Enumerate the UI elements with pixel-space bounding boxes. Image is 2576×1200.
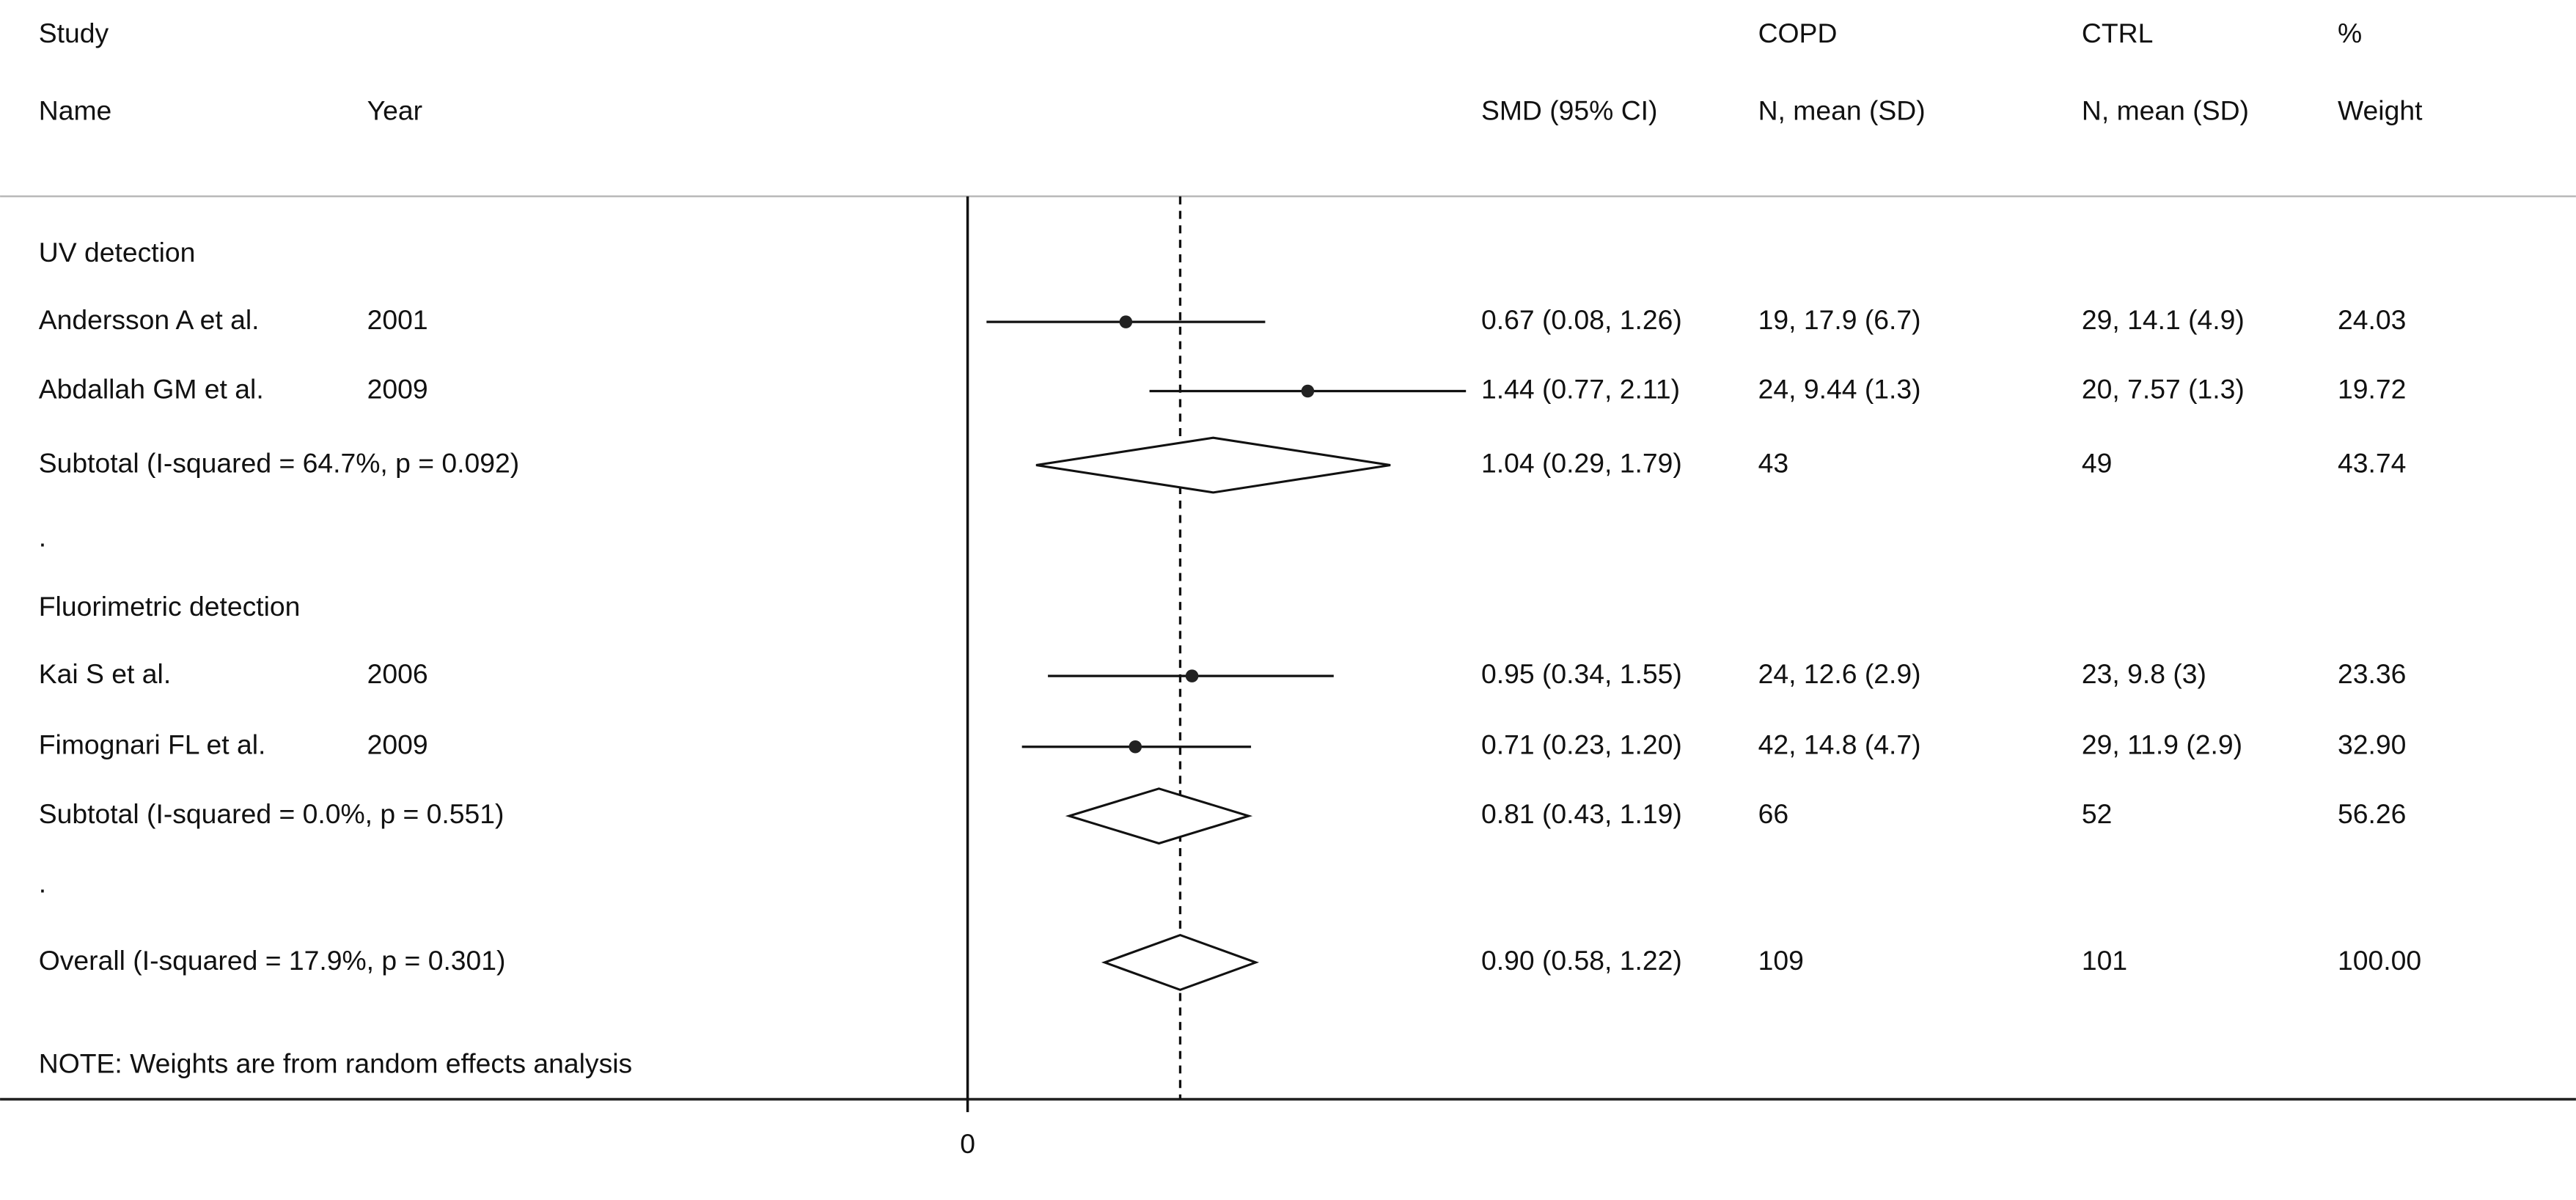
weight-cell: 32.90	[2338, 729, 2406, 760]
header: Name	[39, 95, 112, 126]
point-estimate	[1185, 669, 1199, 682]
header: Study	[39, 18, 109, 48]
ci-label: 0.81 (0.43, 1.19)	[1481, 798, 1682, 829]
ci-label: 0.95 (0.34, 1.55)	[1481, 658, 1682, 689]
header: CTRL	[2082, 18, 2153, 48]
weight-cell: 23.36	[2338, 658, 2406, 689]
point-estimate	[1129, 740, 1142, 754]
study-label: Abdallah GM et al.	[39, 373, 264, 404]
weight-cell: 43.74	[2338, 447, 2406, 478]
header: Year	[367, 95, 422, 126]
study-label: .	[39, 867, 46, 898]
header: N, mean (SD)	[1758, 95, 1926, 126]
weight-cell: 24.03	[2338, 304, 2406, 335]
pooled-diamond	[1065, 787, 1253, 845]
pooled-diamond	[1035, 436, 1391, 494]
header: SMD (95% CI)	[1481, 95, 1658, 126]
copd-cell: 42, 14.8 (4.7)	[1758, 729, 1921, 760]
study-label: Overall (I-squared = 17.9%, p = 0.301)	[39, 945, 506, 976]
year-label: 2001	[367, 304, 428, 335]
ci-label: 0.67 (0.08, 1.26)	[1481, 304, 1682, 335]
study-label: Andersson A et al.	[39, 304, 260, 335]
year-label: 2009	[367, 729, 428, 760]
copd-cell: 66	[1758, 798, 1789, 829]
year-label: 2006	[367, 658, 428, 689]
ctrl-cell: 23, 9.8 (3)	[2082, 658, 2206, 689]
copd-cell: 24, 12.6 (2.9)	[1758, 658, 1921, 689]
ci-label: 1.44 (0.77, 2.11)	[1481, 373, 1680, 404]
ctrl-cell: 49	[2082, 447, 2113, 478]
weight-cell: 19.72	[2338, 373, 2406, 404]
study-label: .	[39, 521, 46, 552]
point-estimate	[1119, 315, 1133, 328]
ctrl-cell: 20, 7.57 (1.3)	[2082, 373, 2245, 404]
study-label: Kai S et al.	[39, 658, 171, 689]
ci-label: 0.71 (0.23, 1.20)	[1481, 729, 1682, 760]
study-label: UV detection	[39, 237, 196, 268]
weight-cell: 56.26	[2338, 798, 2406, 829]
header: Weight	[2338, 95, 2423, 126]
study-label: Fimognari FL et al.	[39, 729, 266, 760]
copd-cell: 43	[1758, 447, 1789, 478]
ci-label: 1.04 (0.29, 1.79)	[1481, 447, 1682, 478]
ctrl-cell: 29, 14.1 (4.9)	[2082, 304, 2245, 335]
x-tick-label: 0	[960, 1128, 975, 1159]
study-label: Subtotal (I-squared = 0.0%, p = 0.551)	[39, 798, 504, 829]
ctrl-cell: 101	[2082, 945, 2127, 976]
copd-cell: 24, 9.44 (1.3)	[1758, 373, 1921, 404]
header: COPD	[1758, 18, 1838, 48]
copd-cell: 19, 17.9 (6.7)	[1758, 304, 1921, 335]
study-label: Subtotal (I-squared = 64.7%, p = 0.092)	[39, 447, 519, 478]
point-estimate	[1301, 384, 1315, 398]
header: N, mean (SD)	[2082, 95, 2249, 126]
header: %	[2338, 18, 2362, 48]
weight-cell: 100.00	[2338, 945, 2421, 976]
ci-label: 0.90 (0.58, 1.22)	[1481, 945, 1682, 976]
note: NOTE: Weights are from random effects an…	[39, 1048, 632, 1078]
study-label: Fluorimetric detection	[39, 591, 301, 622]
year-label: 2009	[367, 373, 428, 404]
copd-cell: 109	[1758, 945, 1804, 976]
ctrl-cell: 29, 11.9 (2.9)	[2082, 729, 2242, 760]
pooled-diamond	[1101, 933, 1260, 991]
ctrl-cell: 52	[2082, 798, 2113, 829]
